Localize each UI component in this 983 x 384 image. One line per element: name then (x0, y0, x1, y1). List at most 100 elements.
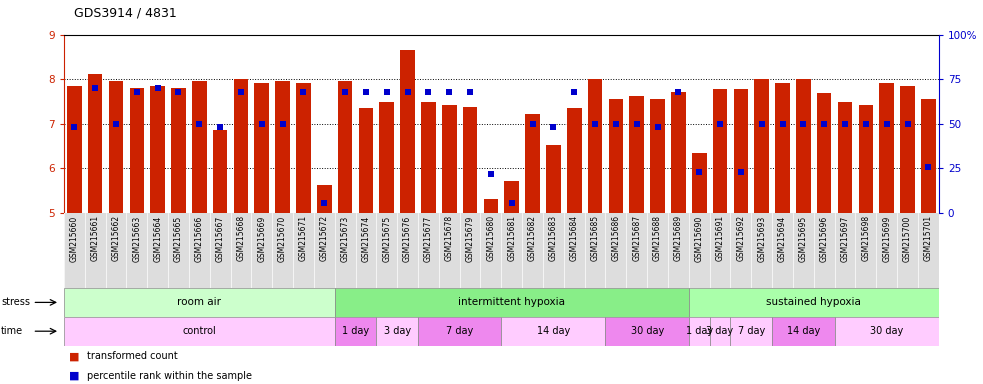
Bar (710, 317, 730, 346)
Bar (689, 317, 710, 346)
Text: GSM215663: GSM215663 (133, 215, 142, 262)
Bar (754, 79, 769, 213)
Text: GSM215664: GSM215664 (153, 215, 162, 262)
Bar (109, 81, 123, 213)
Bar (442, 105, 456, 213)
Bar (733, 89, 748, 213)
Text: GSM215676: GSM215676 (403, 215, 412, 262)
Text: GDS3914 / 4831: GDS3914 / 4831 (74, 6, 177, 19)
Bar (255, 83, 269, 213)
Text: GSM215693: GSM215693 (757, 215, 766, 262)
Point (149, 85, 165, 91)
Point (441, 89, 457, 95)
Bar (588, 79, 603, 213)
Bar (376, 317, 418, 346)
Point (171, 89, 187, 95)
Bar (171, 88, 186, 213)
Text: GSM215684: GSM215684 (570, 215, 579, 262)
Text: GSM215686: GSM215686 (611, 215, 620, 262)
Point (691, 169, 707, 175)
Bar (858, 105, 873, 213)
Point (212, 124, 228, 131)
Point (712, 121, 727, 127)
Text: GSM215662: GSM215662 (111, 215, 121, 262)
Text: GSM215660: GSM215660 (70, 215, 79, 262)
Text: GSM215669: GSM215669 (258, 215, 266, 262)
Text: GSM215682: GSM215682 (528, 215, 537, 262)
Text: GSM215687: GSM215687 (632, 215, 641, 262)
Text: GSM215670: GSM215670 (278, 215, 287, 262)
Point (296, 89, 312, 95)
Bar (692, 153, 707, 213)
Bar (629, 96, 644, 213)
Bar (400, 50, 415, 213)
Text: GSM215668: GSM215668 (237, 215, 246, 262)
Text: control: control (183, 326, 216, 336)
Point (566, 89, 582, 95)
Bar (730, 317, 772, 346)
Text: GSM215665: GSM215665 (174, 215, 183, 262)
Text: GSM215683: GSM215683 (549, 215, 558, 262)
Point (108, 121, 124, 127)
Point (879, 121, 895, 127)
Bar (547, 145, 560, 213)
Text: 14 day: 14 day (537, 326, 570, 336)
Bar (484, 199, 498, 213)
Bar (359, 108, 374, 213)
Text: GSM215691: GSM215691 (716, 215, 724, 262)
Text: GSM215701: GSM215701 (924, 215, 933, 262)
Bar (463, 107, 478, 213)
Text: intermittent hypoxia: intermittent hypoxia (458, 297, 565, 308)
Text: GSM215689: GSM215689 (674, 215, 683, 262)
Text: GSM215700: GSM215700 (903, 215, 912, 262)
Point (483, 171, 498, 177)
Point (337, 89, 353, 95)
Text: GSM215697: GSM215697 (840, 215, 849, 262)
Point (858, 121, 874, 127)
Bar (900, 86, 915, 213)
Bar (880, 83, 894, 213)
Bar (921, 99, 936, 213)
Bar (234, 79, 249, 213)
Bar (501, 317, 606, 346)
Text: 30 day: 30 day (870, 326, 903, 336)
Bar (651, 99, 665, 213)
Bar (838, 103, 852, 213)
Text: percentile rank within the sample: percentile rank within the sample (87, 371, 252, 381)
Text: ■: ■ (69, 351, 83, 361)
Bar (275, 81, 290, 213)
Bar (606, 317, 689, 346)
Point (129, 89, 145, 95)
Point (546, 124, 561, 131)
Text: GSM215673: GSM215673 (340, 215, 350, 262)
Text: GSM215667: GSM215667 (215, 215, 225, 262)
Text: GSM215680: GSM215680 (487, 215, 495, 262)
Bar (64, 288, 334, 317)
Point (233, 89, 249, 95)
Text: 7 day: 7 day (737, 326, 765, 336)
Text: GSM215699: GSM215699 (882, 215, 892, 262)
Point (274, 121, 290, 127)
Point (775, 121, 790, 127)
Text: GSM215666: GSM215666 (195, 215, 203, 262)
Text: time: time (1, 326, 24, 336)
Bar (192, 81, 206, 213)
Text: 14 day: 14 day (786, 326, 820, 336)
Point (400, 89, 416, 95)
Point (920, 164, 936, 170)
Text: GSM215678: GSM215678 (444, 215, 454, 262)
Text: GSM215694: GSM215694 (778, 215, 787, 262)
Bar (296, 83, 311, 213)
Text: ■: ■ (69, 371, 83, 381)
Text: GSM215679: GSM215679 (466, 215, 475, 262)
Point (838, 121, 853, 127)
Text: GSM215671: GSM215671 (299, 215, 308, 262)
Text: transformed count: transformed count (87, 351, 177, 361)
Text: 3 day: 3 day (383, 326, 411, 336)
Text: GSM215677: GSM215677 (424, 215, 433, 262)
Point (317, 200, 332, 206)
Bar (776, 83, 789, 213)
Point (421, 89, 436, 95)
Text: GSM215675: GSM215675 (382, 215, 391, 262)
Point (192, 121, 207, 127)
